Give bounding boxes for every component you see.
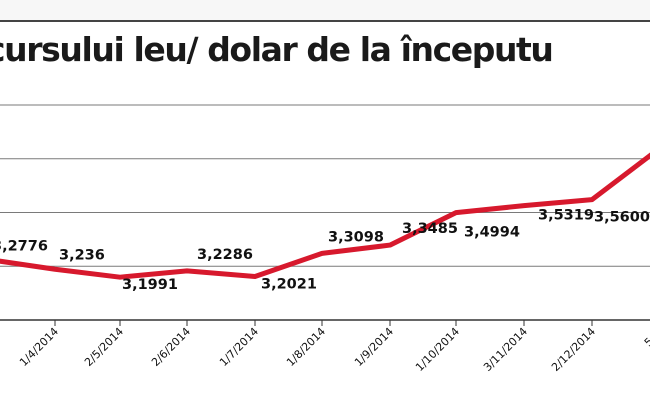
data-point <box>589 197 595 202</box>
x-tick-label: 1/10/2014 <box>413 325 462 374</box>
x-tick-label: 3/11/2014 <box>481 325 530 374</box>
data-point <box>453 210 459 215</box>
x-tick-label: 1/9/2014 <box>352 325 396 369</box>
x-tick-label: 5/1/ <box>642 325 650 350</box>
data-point <box>521 203 527 208</box>
chart-title: cursului leu/ dolar de la începutu <box>0 30 554 69</box>
data-point <box>52 267 58 272</box>
data-point <box>184 268 190 274</box>
data-label: 3,5600 <box>594 210 650 226</box>
x-tick-label: 1/4/2014 <box>17 325 61 369</box>
x-tick-label: 1/8/2014 <box>284 325 328 369</box>
data-label: 3,2286 <box>197 247 253 263</box>
data-label: 3,2021 <box>261 277 317 293</box>
data-label: 3,3485 <box>402 221 458 237</box>
top-bar <box>0 0 650 22</box>
x-tick-label: 2/6/2014 <box>149 325 193 369</box>
data-point <box>387 242 393 248</box>
data-point <box>319 251 325 256</box>
x-tick-label: 1/7/2014 <box>217 325 261 369</box>
data-label: 3,4994 <box>464 225 520 241</box>
data-label: 3,1991 <box>122 277 178 293</box>
x-tick-label: 2/5/2014 <box>82 325 126 369</box>
x-tick-label: 2/12/2014 <box>549 325 598 374</box>
data-label: 3,5319 <box>538 208 594 224</box>
data-label: 3,3098 <box>328 229 384 245</box>
data-label: 3,2776 <box>0 238 48 254</box>
data-label: 3,236 <box>59 247 105 263</box>
data-point <box>117 274 123 280</box>
data-point <box>252 274 258 279</box>
